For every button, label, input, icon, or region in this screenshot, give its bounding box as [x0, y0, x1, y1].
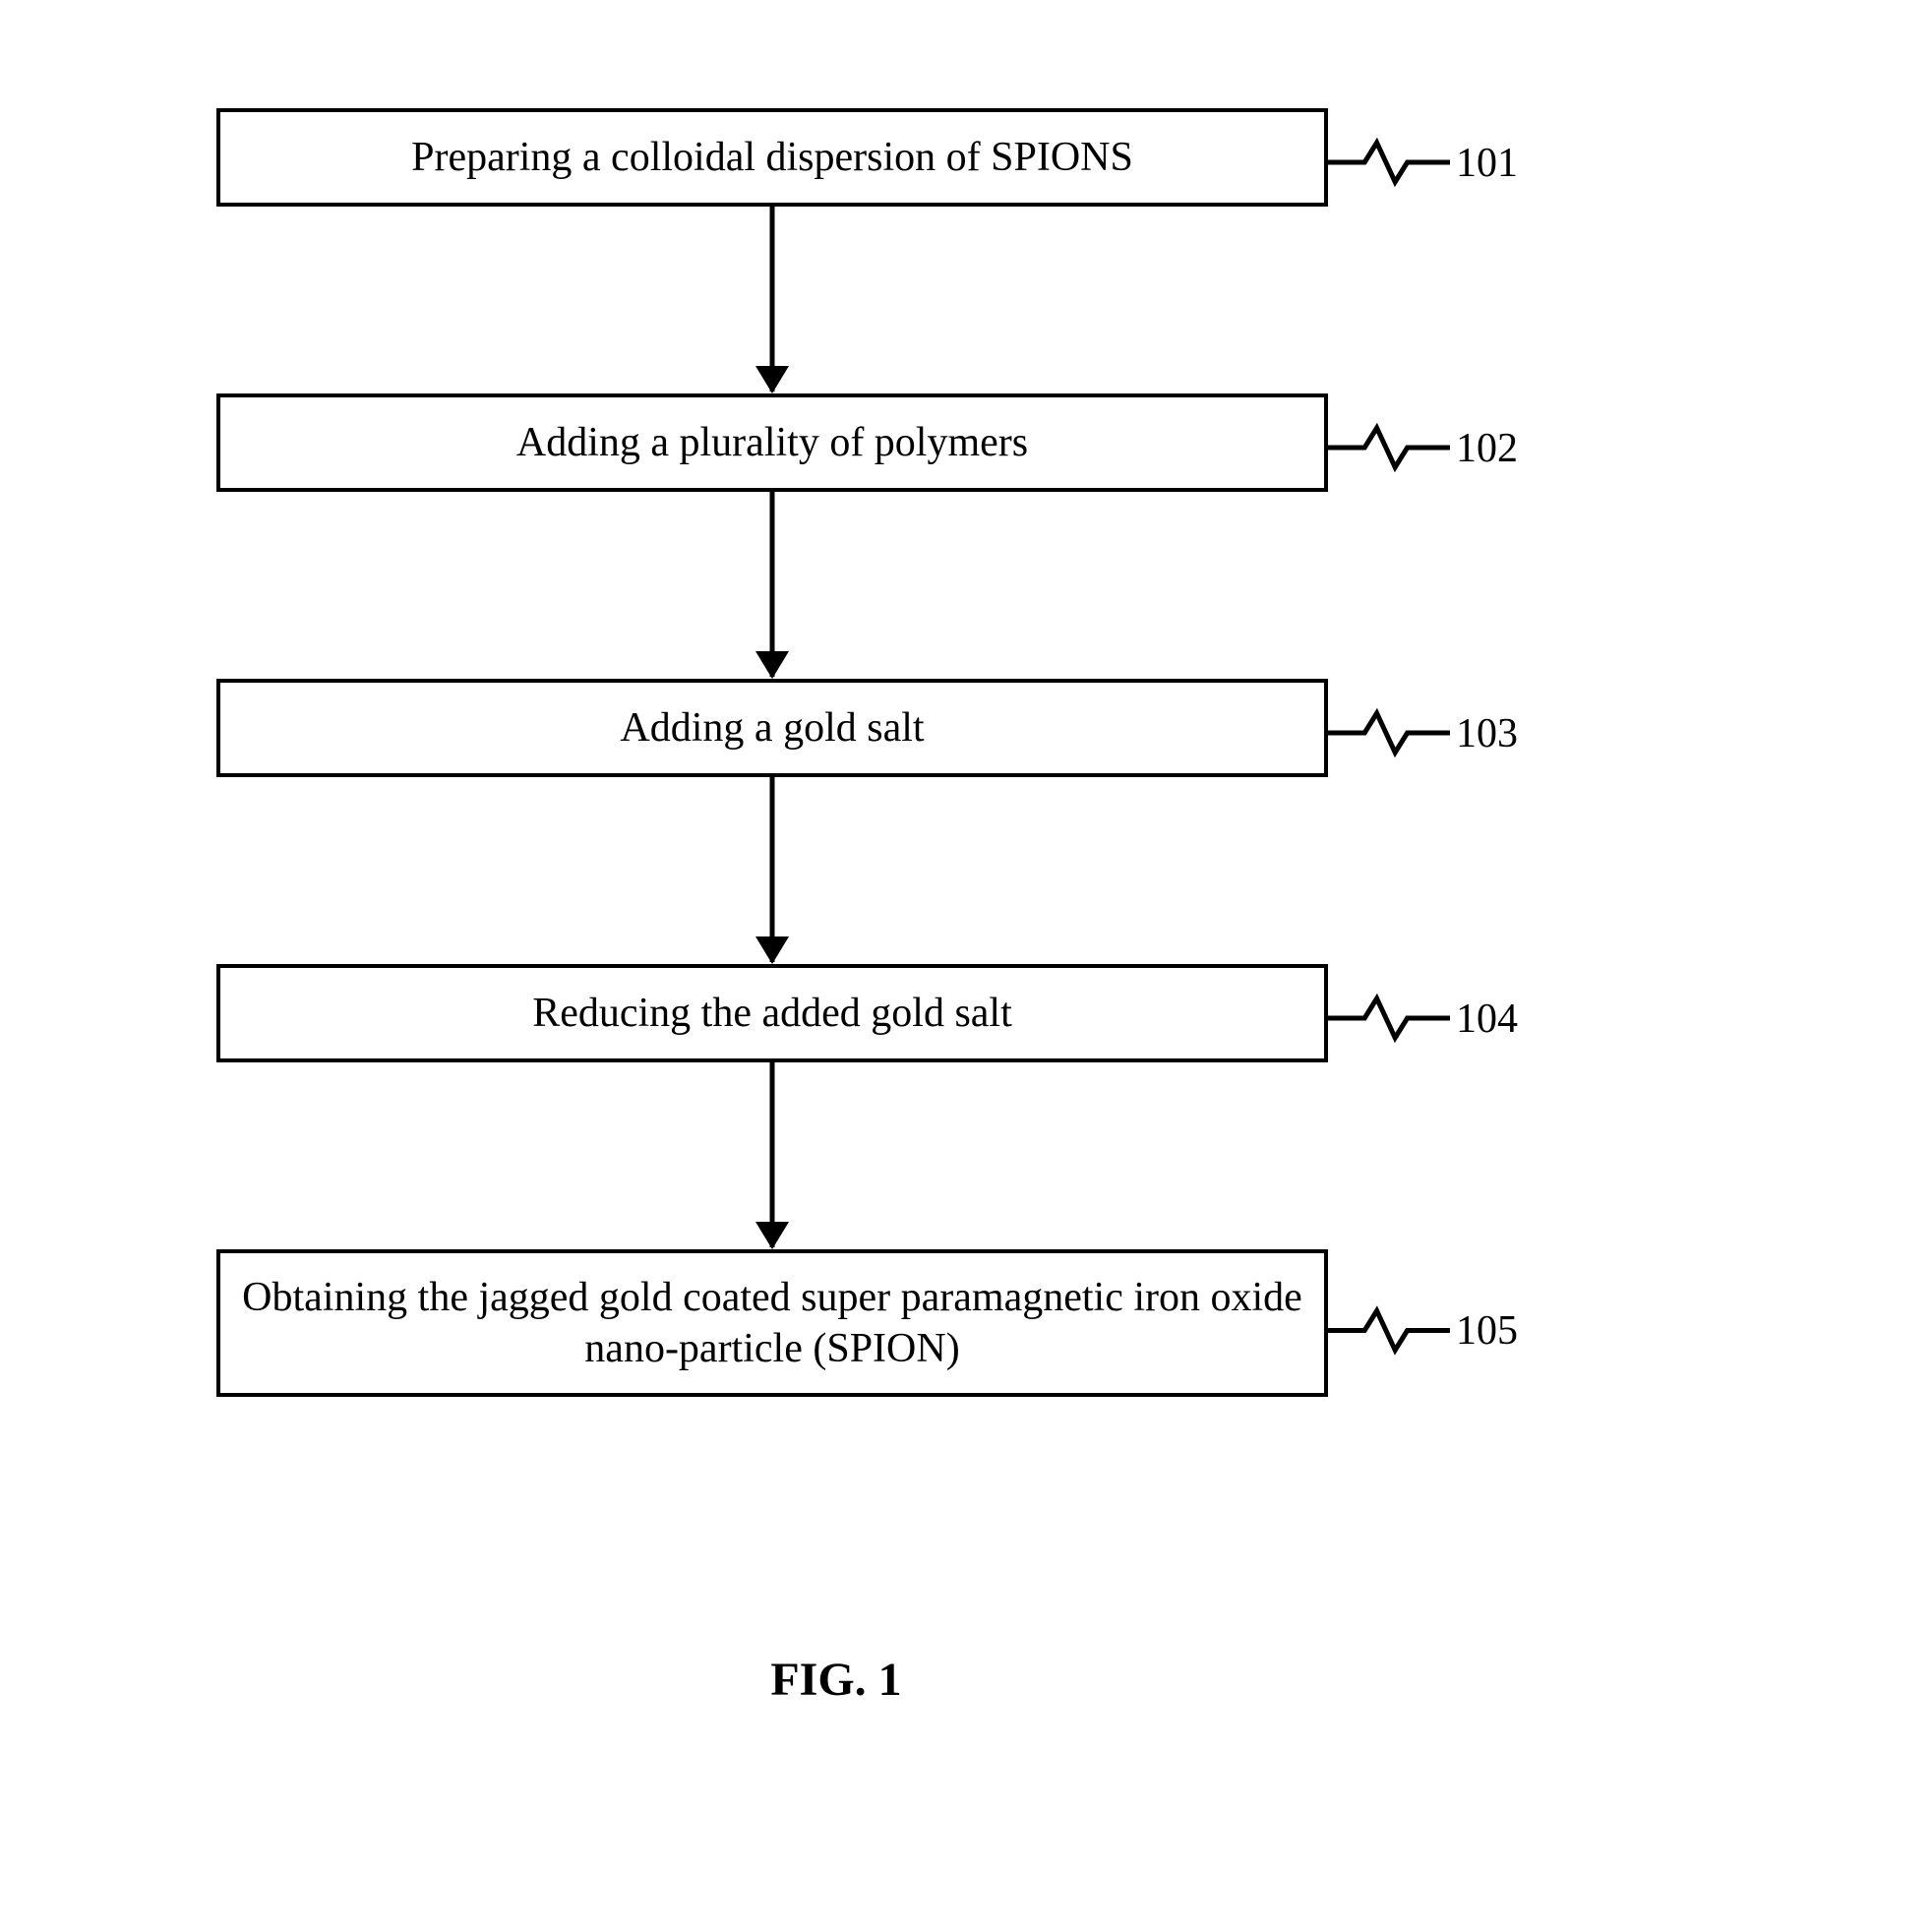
reference-connector: [1328, 713, 1450, 753]
flow-step: Obtaining the jagged gold coated super p…: [216, 1249, 1328, 1397]
flow-step: Reducing the added gold salt: [216, 964, 1328, 1062]
flow-step-label: Adding a gold salt: [620, 702, 924, 755]
flow-step-label: Obtaining the jagged gold coated super p…: [240, 1272, 1304, 1375]
reference-connector: [1328, 428, 1450, 467]
flow-step-label: Reducing the added gold salt: [532, 988, 1012, 1040]
flow-step: Adding a plurality of polymers: [216, 393, 1328, 492]
reference-number: 102: [1456, 425, 1518, 472]
figure-caption: FIG. 1: [689, 1653, 984, 1707]
reference-number: 101: [1456, 140, 1518, 187]
flowchart-canvas: FIG. 1 Preparing a colloidal dispersion …: [0, 0, 1932, 1932]
reference-number: 104: [1456, 996, 1518, 1043]
flow-step-label: Adding a plurality of polymers: [516, 417, 1028, 469]
reference-connector: [1328, 143, 1450, 182]
reference-connector: [1328, 998, 1450, 1038]
flow-step-label: Preparing a colloidal dispersion of SPIO…: [411, 132, 1133, 184]
flow-step: Adding a gold salt: [216, 679, 1328, 777]
reference-number: 103: [1456, 710, 1518, 757]
reference-connector: [1328, 1311, 1450, 1351]
flow-step: Preparing a colloidal dispersion of SPIO…: [216, 108, 1328, 207]
reference-number: 105: [1456, 1307, 1518, 1355]
